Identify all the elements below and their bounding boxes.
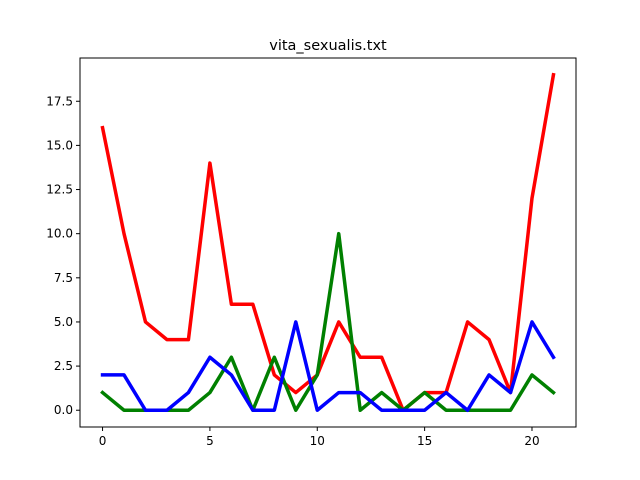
y-tick-label: 12.5 [46, 183, 73, 197]
y-tick-label: 0.0 [54, 403, 73, 417]
x-tick-label: 0 [99, 434, 107, 448]
series-line-2 [100, 231, 556, 412]
plot-area: 0 5 10 15 20 0.0 2.5 5.0 7.5 10.0 12.5 15.0 17.5 [46, 57, 577, 448]
y-tick-label: 17.5 [46, 94, 73, 108]
x-tick-label: 5 [206, 434, 214, 448]
x-tick-label: 20 [524, 434, 539, 448]
y-tick-label: 5.0 [54, 315, 73, 329]
x-tick-label: 10 [310, 434, 325, 448]
axes-frame [79, 57, 577, 428]
x-tick-label: 15 [417, 434, 432, 448]
y-tick-label: 15.0 [46, 138, 73, 152]
series-line-1 [100, 72, 556, 412]
y-tick-label: 2.5 [54, 359, 73, 373]
series-line-3 [100, 320, 556, 412]
y-tick-label: 10.0 [46, 227, 73, 241]
y-tick-label: 7.5 [54, 271, 73, 285]
chart-title: vita_sexualis.txt [269, 38, 387, 54]
